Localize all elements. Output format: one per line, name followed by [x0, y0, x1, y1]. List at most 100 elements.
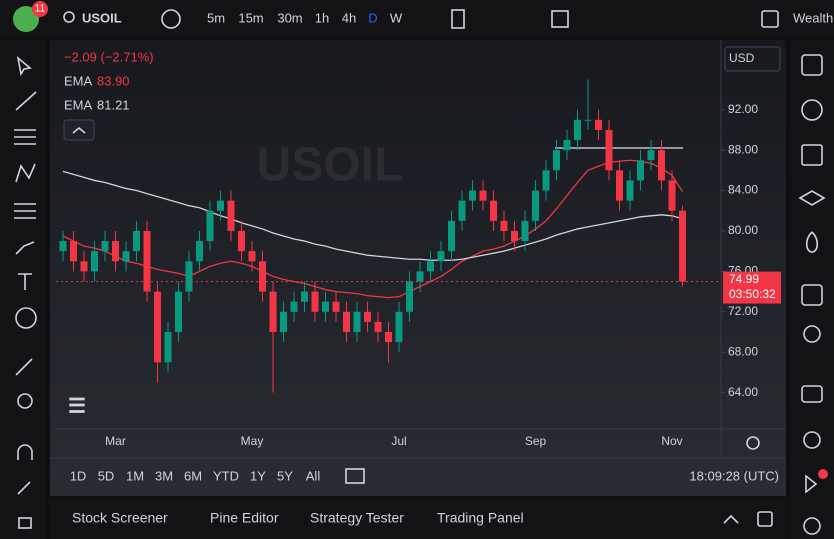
range-button[interactable]: 1D	[70, 468, 87, 483]
layers[interactable]	[798, 190, 826, 206]
interval[interactable]: 1h	[315, 10, 329, 25]
data-window[interactable]	[801, 144, 823, 166]
x-tick-label: Jul	[391, 434, 406, 448]
range-button[interactable]: 1Y	[250, 468, 266, 483]
layouts[interactable]	[551, 10, 569, 28]
panel-tab[interactable]: Pine Editor	[210, 510, 279, 526]
cursor-tool[interactable]	[16, 55, 32, 77]
text-tool[interactable]	[18, 273, 32, 290]
candle-body	[500, 220, 508, 231]
legend-name: EMA	[64, 73, 93, 88]
panel-tab[interactable]: Trading Panel	[437, 510, 524, 526]
candle-body	[437, 251, 445, 262]
zoom-tool[interactable]	[17, 393, 33, 409]
logo[interactable]	[13, 6, 39, 32]
interval[interactable]: D	[368, 10, 377, 25]
candle-body	[385, 332, 392, 343]
add-symbol[interactable]	[161, 9, 181, 29]
candle-body	[542, 170, 550, 191]
candle-body	[59, 241, 67, 252]
candle-body	[101, 241, 109, 252]
ideas[interactable]	[803, 325, 821, 343]
pattern-tool[interactable]	[15, 163, 36, 183]
emoji-tool[interactable]	[15, 307, 37, 329]
candle-body	[143, 230, 151, 292]
symbol[interactable]: USOIL	[82, 10, 122, 25]
candle-body	[679, 210, 686, 282]
lock-drawing[interactable]	[17, 481, 31, 495]
x-tick-label: Nov	[661, 434, 682, 448]
candle-body	[584, 119, 592, 121]
collapse-legend[interactable]	[63, 119, 95, 141]
interval[interactable]: 30m	[277, 10, 302, 25]
panel-mode[interactable]	[757, 511, 773, 527]
candle-body	[343, 311, 350, 333]
interval[interactable]: 4h	[342, 10, 356, 25]
search-icon[interactable]	[63, 11, 75, 23]
price-change: −2.09 (−2.71%)	[64, 49, 154, 64]
brush-tool[interactable]	[15, 241, 35, 255]
candle-body	[637, 160, 644, 181]
magnet-tool[interactable]	[17, 444, 33, 460]
streams[interactable]	[803, 431, 821, 449]
lock-tool[interactable]	[18, 517, 32, 529]
watchlist[interactable]	[801, 54, 823, 76]
calendar[interactable]	[801, 284, 823, 306]
panel-tab[interactable]: Stock Screener	[72, 510, 168, 526]
candle-body	[416, 271, 424, 282]
top-toolbar	[0, 0, 834, 38]
candle-body	[553, 150, 560, 171]
candle-body	[353, 311, 361, 333]
maximize-panel[interactable]	[723, 514, 739, 524]
candle-body	[605, 129, 613, 171]
replay[interactable]	[805, 474, 818, 494]
interval[interactable]: W	[390, 10, 403, 25]
range-button[interactable]: All	[306, 468, 321, 483]
x-tick-label: Sep	[525, 434, 547, 448]
x-tick-label: Mar	[105, 434, 126, 448]
candle-body	[374, 321, 382, 333]
candle-body	[217, 200, 224, 211]
account[interactable]: Wealth	[793, 10, 833, 25]
chats[interactable]	[801, 385, 823, 403]
range-button[interactable]: 5D	[98, 468, 115, 483]
help[interactable]	[803, 517, 821, 535]
bottom-panel	[50, 500, 786, 539]
settings[interactable]	[746, 436, 760, 450]
candle-body	[154, 291, 161, 363]
projection-tool[interactable]	[14, 203, 36, 219]
y-tick-label: 64.00	[728, 385, 758, 399]
y-tick-label: 80.00	[728, 223, 758, 237]
panel-tab[interactable]: Strategy Tester	[310, 510, 404, 526]
left-toolbar	[0, 40, 46, 539]
date-range[interactable]	[345, 468, 365, 484]
checkbox[interactable]	[761, 10, 779, 28]
candle-body	[626, 180, 634, 201]
interval[interactable]: 15m	[238, 10, 263, 25]
hotlists[interactable]	[805, 231, 819, 253]
line-tool[interactable]	[15, 91, 37, 111]
fib-tool[interactable]	[14, 129, 36, 145]
candle-body	[668, 180, 676, 211]
y-tick-label: 68.00	[728, 344, 758, 358]
range-button[interactable]: 6M	[184, 468, 202, 483]
ruler-tool[interactable]	[15, 358, 33, 376]
range-button[interactable]: 1M	[126, 468, 144, 483]
alerts[interactable]	[801, 99, 823, 121]
candle-body	[259, 261, 266, 292]
currency[interactable]: USD	[729, 51, 755, 65]
candle-body	[227, 200, 235, 231]
candle-body	[490, 200, 497, 221]
chart-type[interactable]	[451, 9, 465, 29]
currency-select[interactable]	[724, 46, 781, 72]
range-button[interactable]: 5Y	[277, 468, 293, 483]
interval[interactable]: 5m	[207, 10, 225, 25]
countdown: 03:50:32	[729, 287, 776, 301]
badge	[32, 1, 48, 17]
candle-body	[458, 200, 466, 221]
range-button[interactable]: 3M	[155, 468, 173, 483]
drawing-tools	[14, 55, 37, 529]
candle-body	[406, 281, 413, 312]
candle-body	[511, 230, 518, 242]
range-button[interactable]: YTD	[213, 468, 239, 483]
